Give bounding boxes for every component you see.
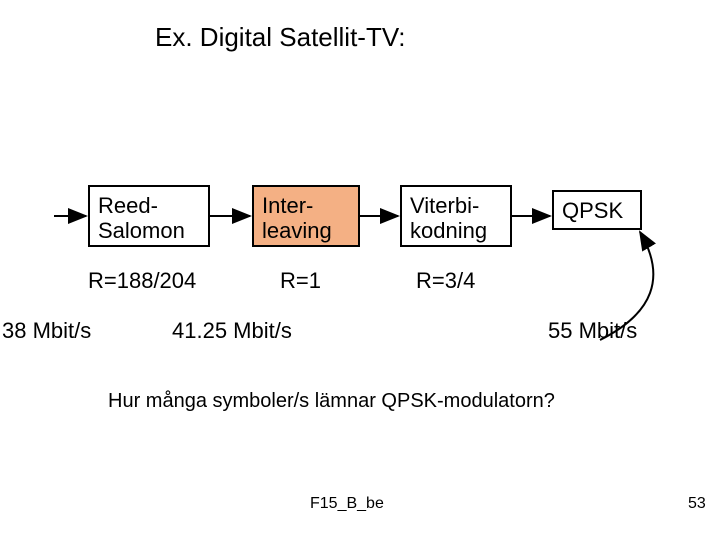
block-label: QPSK — [562, 198, 623, 223]
block-label: Reed-Salomon — [98, 193, 185, 243]
bitrate-in: 38 Mbit/s — [2, 318, 91, 344]
block-label: Viterbi-kodning — [410, 193, 487, 243]
block-reed-salomon: Reed-Salomon — [88, 185, 210, 247]
page-title: Ex. Digital Satellit-TV: — [155, 22, 405, 53]
block-label: Inter-leaving — [262, 193, 332, 243]
bitrate-out: 55 Mbit/s — [548, 318, 637, 344]
page-number: 53 — [688, 495, 706, 513]
block-viterbi: Viterbi-kodning — [400, 185, 512, 247]
bitrate-mid: 41.25 Mbit/s — [172, 318, 292, 344]
block-interleaving: Inter-leaving — [252, 185, 360, 247]
footer-label: F15_B_be — [310, 495, 384, 513]
question-text: Hur många symboler/s lämnar QPSK-modulat… — [108, 390, 555, 413]
rate-viterbi: R=3/4 — [416, 268, 475, 294]
block-qpsk: QPSK — [552, 190, 642, 230]
rate-reed: R=188/204 — [88, 268, 196, 294]
rate-inter: R=1 — [280, 268, 321, 294]
